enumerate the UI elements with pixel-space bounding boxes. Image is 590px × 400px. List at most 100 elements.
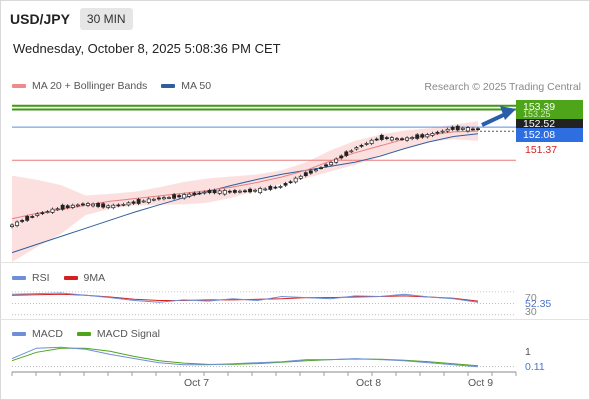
candle — [35, 213, 40, 216]
candle — [465, 127, 470, 132]
candle — [106, 205, 111, 208]
ma50-line — [11, 133, 479, 254]
rsi-level-30: 30 — [525, 306, 537, 318]
macd-signal-swatch — [76, 332, 91, 336]
candle — [217, 190, 222, 194]
rsi-label: RSI — [32, 272, 50, 284]
candle — [162, 197, 166, 200]
candle — [349, 150, 354, 153]
legend-ma50[interactable]: MA 50 — [161, 80, 211, 92]
macd-panel — [11, 346, 516, 368]
candle — [470, 128, 475, 131]
macd-level-1: 1 — [525, 346, 531, 358]
ma50-label: MA 50 — [181, 80, 212, 92]
candle — [75, 204, 80, 207]
legend-macd[interactable]: MACD — [12, 328, 63, 340]
candle — [329, 162, 334, 166]
candle — [86, 203, 90, 206]
candle — [278, 186, 283, 188]
macd-label: MACD — [32, 328, 63, 340]
candle — [450, 126, 455, 130]
candle — [248, 188, 253, 193]
resistance-tag-2: 153.25 — [516, 110, 583, 119]
candle — [222, 190, 227, 195]
candle — [288, 181, 293, 184]
macd-legend: MACD MACD Signal — [12, 328, 160, 340]
candle — [460, 127, 465, 130]
candle — [45, 211, 50, 214]
candle — [455, 125, 460, 131]
candle — [308, 170, 313, 174]
chart-datetime: Wednesday, October 8, 2025 5:08:36 PM CE… — [13, 41, 281, 56]
candle — [364, 143, 369, 145]
candle — [374, 138, 379, 141]
symbol-title: USD/JPY — [10, 11, 70, 27]
candle — [435, 131, 440, 134]
candle — [96, 203, 101, 207]
timeframe-button[interactable]: 30 MIN — [79, 8, 133, 30]
candle — [283, 183, 288, 186]
candle — [156, 197, 161, 200]
candle — [339, 155, 344, 159]
credit-text: Research © 2025 Trading Central — [424, 81, 581, 93]
candle — [202, 191, 207, 194]
candle — [151, 198, 156, 201]
candle — [319, 167, 323, 170]
candle — [15, 221, 20, 226]
candle — [121, 204, 126, 206]
candle — [425, 134, 430, 138]
candle — [253, 189, 258, 192]
candle — [324, 164, 328, 167]
support-label: 151.37 — [525, 144, 558, 156]
ma20-swatch — [12, 84, 26, 88]
candle — [420, 134, 425, 138]
ma50-value-tag: 152.08 — [516, 128, 583, 142]
candle — [445, 128, 450, 132]
candle — [354, 147, 359, 150]
rsi-divider — [0, 262, 590, 263]
last-price-tag: 152.52 — [516, 119, 583, 130]
candle — [258, 188, 263, 194]
candle — [50, 208, 55, 213]
candle — [415, 134, 420, 139]
x-tick-label: Oct 9 — [468, 377, 494, 389]
price-legend: MA 20 + Bollinger Bands MA 50 — [12, 80, 211, 92]
price-panel — [10, 104, 516, 262]
macd-swatch — [12, 332, 26, 336]
candle — [187, 193, 192, 197]
candle — [116, 204, 121, 207]
legend-macd-signal[interactable]: MACD Signal — [76, 328, 160, 340]
candle — [384, 137, 389, 139]
candle — [111, 204, 116, 209]
legend-rsi[interactable]: RSI — [12, 272, 50, 284]
rsi-ma-label: 9MA — [83, 272, 106, 284]
legend-ma20[interactable]: MA 20 + Bollinger Bands — [12, 80, 147, 92]
macd-value-label: 0.11 — [525, 361, 545, 373]
candle — [167, 197, 171, 199]
candle — [30, 216, 35, 218]
candle — [172, 194, 177, 199]
legend-rsi-ma[interactable]: 9MA — [63, 272, 106, 284]
candle — [243, 190, 247, 193]
macd-signal-label: MACD Signal — [96, 328, 160, 340]
candle — [197, 192, 202, 195]
candle — [440, 130, 445, 133]
candle — [80, 203, 85, 206]
candle — [55, 208, 60, 211]
candle — [136, 199, 141, 204]
rsi-legend: RSI 9MA — [12, 272, 105, 284]
candle — [476, 128, 480, 131]
candle — [405, 137, 410, 141]
candle — [313, 169, 318, 172]
candle — [410, 137, 415, 139]
rsi-ma-swatch — [63, 276, 78, 280]
candle — [177, 195, 182, 198]
rsi-level-70: 70 — [525, 292, 537, 304]
candle — [334, 158, 339, 163]
candle — [141, 200, 146, 203]
candle — [379, 134, 384, 140]
candle — [192, 192, 197, 196]
rsi-value-label: 52.35 — [525, 298, 552, 310]
ma50-swatch — [161, 84, 176, 88]
